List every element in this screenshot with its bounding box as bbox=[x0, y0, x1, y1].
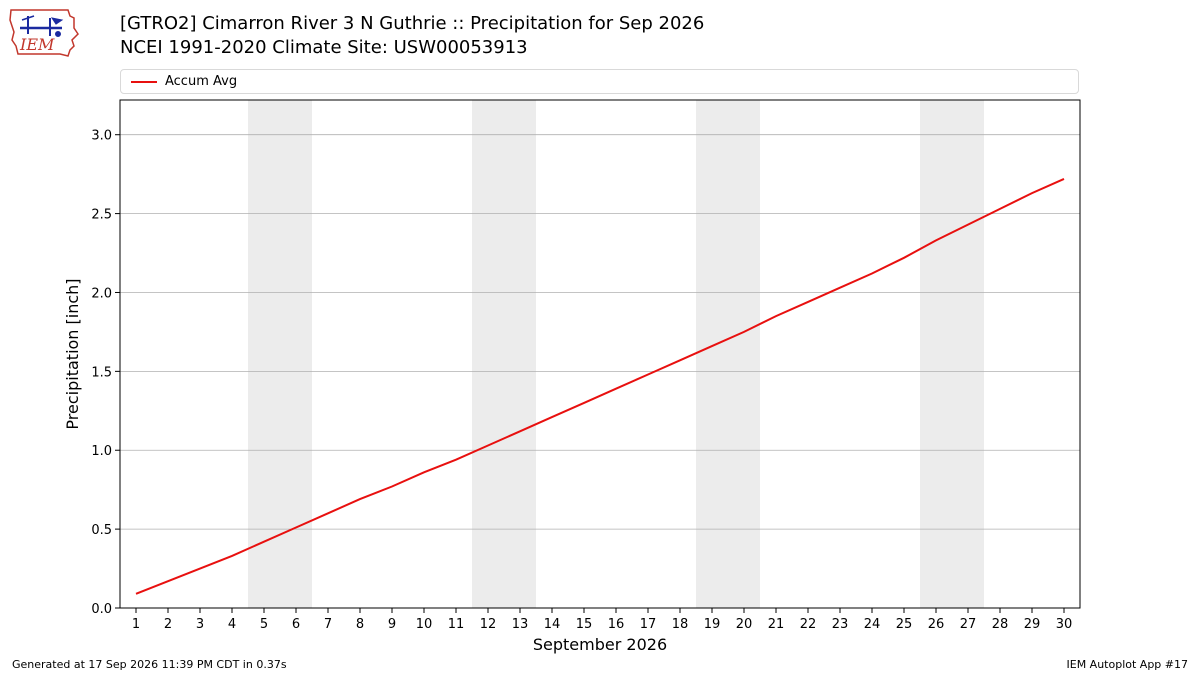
x-tick-label-7: 7 bbox=[324, 617, 332, 632]
footer-app: IEM Autoplot App #17 bbox=[1066, 658, 1189, 671]
weekend-band-3 bbox=[696, 100, 760, 608]
y-tick-label-1: 0.5 bbox=[91, 523, 112, 538]
y-tick-label-5: 2.5 bbox=[91, 208, 112, 223]
y-tick-label-6: 3.0 bbox=[91, 129, 112, 144]
weekend-band-1 bbox=[248, 100, 312, 608]
footer-generated: Generated at 17 Sep 2026 11:39 PM CDT in… bbox=[12, 658, 287, 671]
y-tick-label-4: 2.0 bbox=[91, 286, 112, 301]
x-tick-label-18: 18 bbox=[672, 617, 689, 632]
x-tick-label-6: 6 bbox=[292, 617, 300, 632]
iem-logo: IEM bbox=[9, 9, 79, 57]
legend: Accum Avg bbox=[120, 69, 1079, 94]
x-tick-label-24: 24 bbox=[864, 617, 881, 632]
x-tick-label-4: 4 bbox=[228, 617, 236, 632]
x-tick-label-10: 10 bbox=[416, 617, 433, 632]
x-tick-label-14: 14 bbox=[544, 617, 561, 632]
x-tick-label-26: 26 bbox=[928, 617, 945, 632]
x-tick-label-27: 27 bbox=[960, 617, 977, 632]
x-tick-label-30: 30 bbox=[1056, 617, 1073, 632]
x-tick-label-16: 16 bbox=[608, 617, 625, 632]
x-tick-label-1: 1 bbox=[132, 617, 140, 632]
weekend-band-4 bbox=[920, 100, 984, 608]
y-axis-label: Precipitation [inch] bbox=[63, 278, 82, 429]
series-line-accum-avg bbox=[135, 177, 1065, 595]
x-tick-label-11: 11 bbox=[448, 617, 465, 632]
x-tick-label-3: 3 bbox=[196, 617, 204, 632]
x-tick-label-20: 20 bbox=[736, 617, 753, 632]
x-tick-label-22: 22 bbox=[800, 617, 817, 632]
x-tick-label-8: 8 bbox=[356, 617, 364, 632]
x-tick-label-13: 13 bbox=[512, 617, 529, 632]
x-tick-label-17: 17 bbox=[640, 617, 657, 632]
y-tick-label-2: 1.0 bbox=[91, 444, 112, 459]
x-tick-label-21: 21 bbox=[768, 617, 785, 632]
x-tick-label-23: 23 bbox=[832, 617, 849, 632]
x-tick-label-2: 2 bbox=[164, 617, 172, 632]
x-tick-label-19: 19 bbox=[704, 617, 721, 632]
x-axis-label: September 2026 bbox=[533, 635, 667, 654]
x-tick-label-28: 28 bbox=[992, 617, 1009, 632]
legend-label: Accum Avg bbox=[165, 74, 238, 89]
x-tick-label-25: 25 bbox=[896, 617, 913, 632]
weekend-band-2 bbox=[472, 100, 536, 608]
y-tick-label-3: 1.5 bbox=[91, 365, 112, 380]
x-tick-label-9: 9 bbox=[388, 617, 396, 632]
plot-frame bbox=[119, 99, 1081, 609]
legend-swatch bbox=[131, 81, 157, 83]
chart-title: [GTRO2] Cimarron River 3 N Guthrie :: Pr… bbox=[120, 13, 705, 34]
x-tick-label-29: 29 bbox=[1024, 617, 1041, 632]
x-tick-label-12: 12 bbox=[480, 617, 497, 632]
x-tick-label-15: 15 bbox=[576, 617, 593, 632]
chart-subtitle: NCEI 1991-2020 Climate Site: USW00053913 bbox=[120, 37, 528, 58]
x-tick-label-5: 5 bbox=[260, 617, 268, 632]
y-tick-label-0: 0.0 bbox=[91, 602, 112, 617]
logo-text: IEM bbox=[19, 35, 55, 54]
